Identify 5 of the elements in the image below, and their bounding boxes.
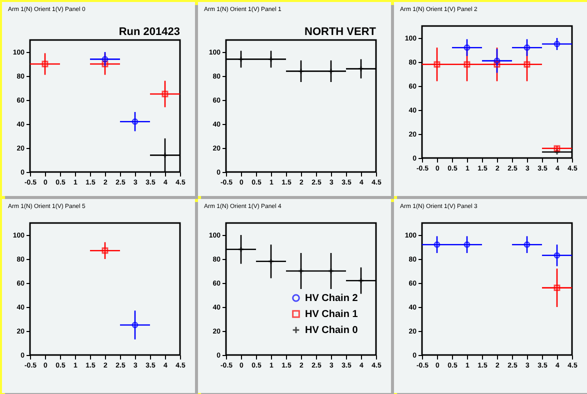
text: NORTH VERT [304, 26, 376, 38]
legend-label: HV Chain 0 [305, 325, 358, 336]
legend-label: HV Chain 2 [305, 293, 358, 304]
legend-label: HV Chain 1 [305, 309, 358, 320]
text: Run 201423 [118, 26, 180, 38]
